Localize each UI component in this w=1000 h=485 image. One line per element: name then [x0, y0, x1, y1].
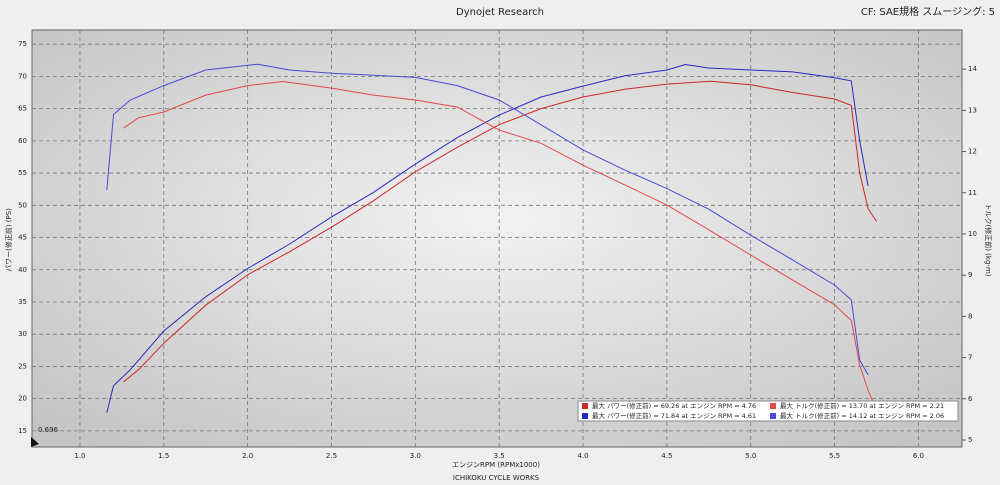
series-line — [106, 63, 869, 413]
y-tick-label: 45 — [18, 234, 27, 242]
legend-box — [577, 400, 959, 422]
y-tick-label: 25 — [18, 362, 27, 370]
y2-tick-label: 6 — [968, 395, 973, 403]
chart-title: Dynojet Research — [456, 7, 544, 18]
y-tick-label: 55 — [18, 169, 27, 177]
legend-label: 最大 パワー(修正前) = 71.84 at エンジン RPM = 4.61 — [592, 411, 756, 420]
x-tick-label: 1.0 — [74, 452, 85, 460]
annotation: 0.696 — [38, 426, 59, 434]
x-tick-label: 2.5 — [326, 452, 337, 460]
x-tick-label: 1.5 — [158, 452, 169, 460]
x-tick-label: 2.0 — [242, 452, 253, 460]
y2-tick-label: 14 — [968, 65, 977, 73]
y-tick-label: 65 — [18, 105, 27, 113]
x-tick-label: 4.5 — [661, 452, 672, 460]
plot-area — [31, 29, 963, 448]
x-tick-label: 4.0 — [577, 452, 588, 460]
x-tick-label: 3.5 — [494, 452, 505, 460]
y2-tick-label: 10 — [968, 230, 977, 238]
y2-tick-label: 13 — [968, 106, 977, 114]
series-line — [106, 63, 869, 376]
y2-tick-label: 5 — [968, 436, 972, 444]
y-tick-label: 50 — [18, 201, 27, 209]
y2-tick-label: 9 — [968, 271, 972, 279]
y-tick-label: 20 — [18, 395, 27, 403]
chart-subtitle: CF: SAE規格 スムージング: 5 — [861, 5, 995, 18]
y-tick-label: 60 — [18, 137, 27, 145]
x-tick-label: 5.5 — [829, 452, 840, 460]
legend-label: 最大 パワー(修正前) = 69.26 at エンジン RPM = 4.76 — [592, 401, 756, 410]
y-tick-label: 15 — [18, 427, 27, 435]
x-axis-label: エンジンRPM (RPMx1000) — [452, 461, 540, 469]
legend-swatch — [770, 413, 776, 419]
marker-arrow — [31, 437, 39, 447]
y-tick-label: 70 — [18, 72, 27, 80]
y2-axis-label: トルク(修正前) (kg-m) — [984, 204, 993, 277]
y-tick-label: 30 — [18, 330, 27, 338]
x-tick-label: 3.0 — [410, 452, 421, 460]
legend-swatch — [770, 403, 776, 409]
legend-swatch — [582, 413, 588, 419]
y-tick-label: 35 — [18, 298, 27, 306]
y-tick-label: 75 — [18, 40, 27, 48]
legend-label: 最大 トルク(修正前) = 13.70 at エンジン RPM = 2.21 — [780, 401, 944, 410]
series-line — [123, 80, 877, 383]
y-axis-label: パワー(修正前) (PS) — [4, 208, 13, 272]
x-tick-label: 5.0 — [745, 452, 756, 460]
y2-tick-label: 12 — [968, 148, 977, 156]
y2-tick-label: 8 — [968, 312, 972, 320]
legend-swatch — [582, 403, 588, 409]
x-tick-label: 6.0 — [913, 452, 924, 460]
footer: ICHIKOKU CYCLE WORKS — [453, 474, 540, 482]
legend: 最大 パワー(修正前) = 69.26 at エンジン RPM = 4.76最大… — [577, 400, 959, 422]
y2-tick-label: 11 — [968, 189, 977, 197]
y2-tick-label: 7 — [968, 354, 972, 362]
y-tick-label: 40 — [18, 266, 27, 274]
series-line — [123, 80, 877, 411]
legend-label: 最大 トルク(修正前) = 14.12 at エンジン RPM = 2.06 — [780, 411, 944, 420]
